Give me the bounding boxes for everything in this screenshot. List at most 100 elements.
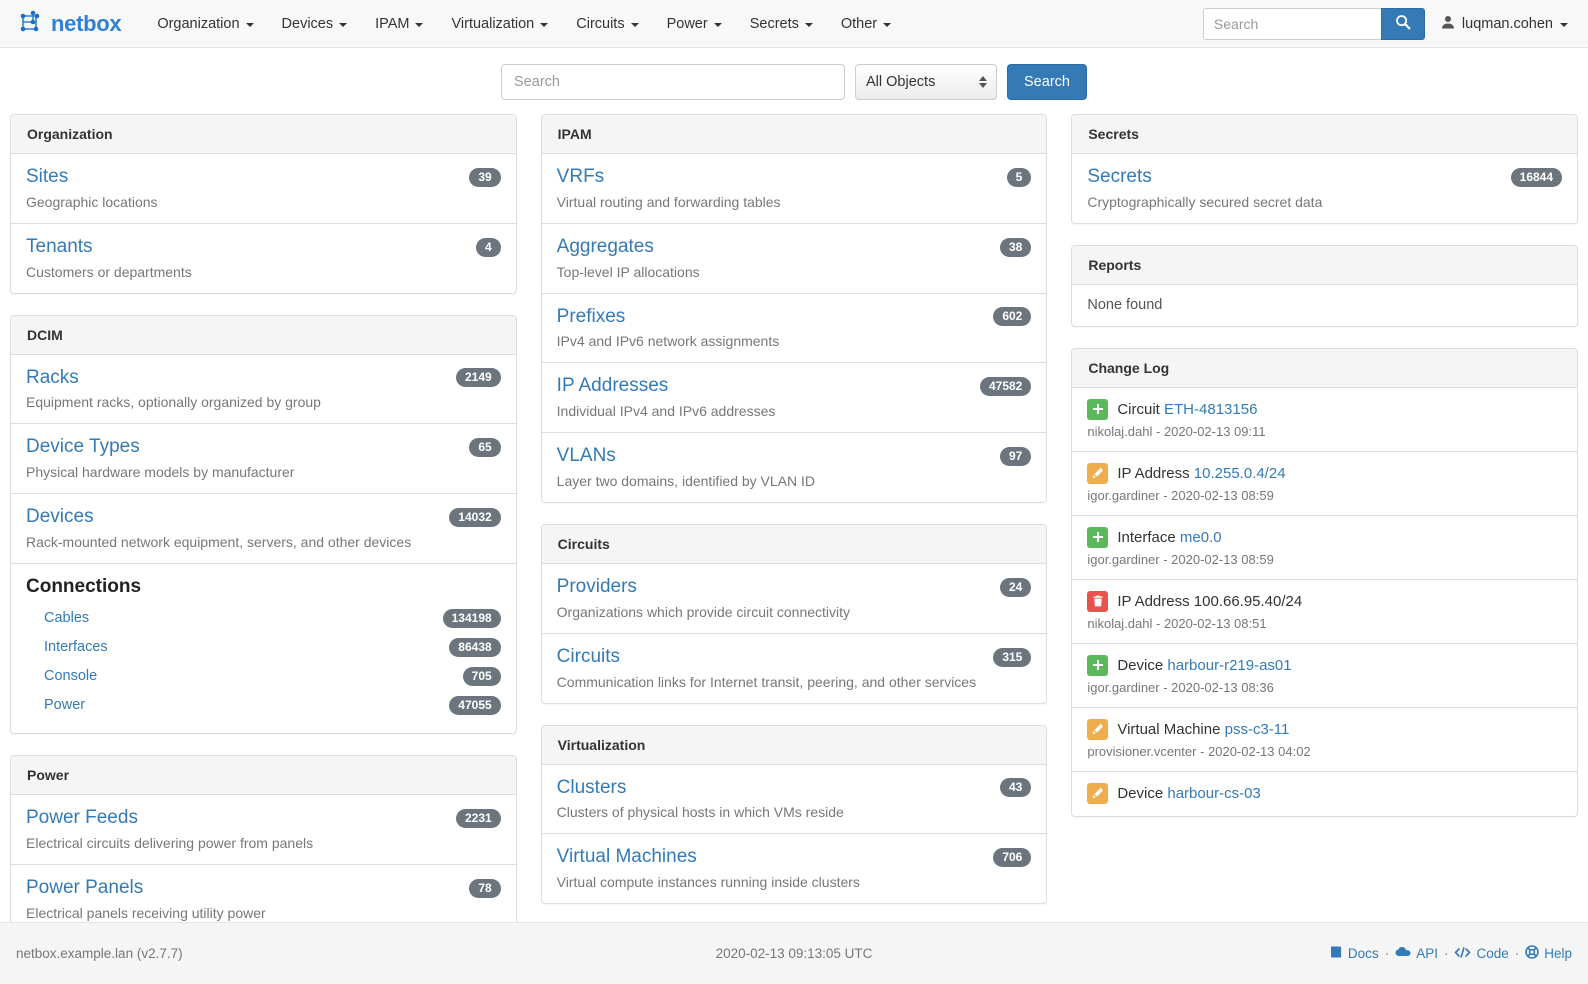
chevron-down-icon (415, 22, 424, 27)
change-log-object-name[interactable]: harbour-cs-03 (1167, 784, 1261, 802)
footer-link-api[interactable]: API (1395, 945, 1438, 962)
link-ip-addresses[interactable]: IP Addresses (556, 375, 669, 397)
change-log-object-name[interactable]: 10.255.0.4/24 (1193, 464, 1286, 482)
nav-item-other[interactable]: Other (827, 0, 905, 48)
list-item-power-panels[interactable]: Power Panels 78 Electrical panels receiv… (11, 865, 516, 934)
list-item-ip-addresses[interactable]: IP Addresses 47582 Individual IPv4 and I… (541, 363, 1047, 434)
object-type-select[interactable]: All Objects (855, 64, 998, 100)
link-power-connections[interactable]: Power (44, 697, 86, 714)
link-clusters[interactable]: Clusters (556, 776, 627, 798)
count-badge: 705 (462, 666, 501, 686)
count-badge: 4 (475, 237, 501, 257)
link-virtual-machines[interactable]: Virtual Machines (556, 846, 697, 868)
panel-virtualization: Virtualization Clusters 43 Clusters of p… (540, 724, 1048, 905)
navbar-search-input[interactable] (1202, 7, 1381, 40)
list-item-secrets[interactable]: Secrets 16844 Cryptographically secured … (1072, 154, 1577, 223)
link-console[interactable]: Console (44, 668, 98, 685)
link-sites[interactable]: Sites (26, 166, 69, 187)
list-item-racks[interactable]: Racks 2149 Equipment racks, optionally o… (11, 355, 516, 425)
list-item-vrfs[interactable]: VRFs 5 Virtual routing and forwarding ta… (541, 154, 1047, 224)
change-log-entry[interactable]: IP Address 100.66.95.40/24 nikolaj.dahl -… (1072, 580, 1578, 644)
list-item-aggregates[interactable]: Aggregates 38 Top-level IP allocations (541, 224, 1047, 294)
change-log-object-name[interactable]: ETH-4813156 (1164, 400, 1258, 418)
link-vrfs[interactable]: VRFs (556, 166, 605, 187)
change-log-object-name[interactable]: me0.0 (1179, 528, 1222, 546)
change-log-entry-line: IP Address 10.255.0.4/24 (1087, 462, 1562, 484)
count-badge: 43 (999, 778, 1032, 798)
list-item-sites[interactable]: Sites 39 Geographic locations (11, 154, 516, 224)
nav-item-ipam[interactable]: IPAM (361, 0, 437, 48)
nav-item-devices[interactable]: Devices (268, 0, 362, 48)
nav-item-circuits[interactable]: Circuits (562, 0, 652, 48)
list-item-virtual-machines[interactable]: Virtual Machines 706 Virtual compute ins… (542, 834, 1047, 903)
delete-icon (1087, 590, 1109, 612)
change-log-object-name[interactable]: pss-c3-11 (1224, 720, 1290, 738)
list-item-providers[interactable]: Providers 24 Organizations which provide… (541, 564, 1047, 634)
change-log-object-name[interactable]: harbour-r219-as01 (1167, 656, 1292, 674)
nav-label: Other (840, 15, 878, 32)
footer: netbox.example.lan (v2.7.7) 2020-02-13 0… (0, 922, 1588, 984)
count-badge: 5 (1006, 167, 1032, 187)
change-log-entry[interactable]: Device harbour-r219-as01 igor.gardiner - … (1072, 644, 1578, 708)
change-log-object: Device harbour-cs-03 (1117, 785, 1260, 802)
list-item-prefixes[interactable]: Prefixes 602 IPv4 and IPv6 network assig… (541, 294, 1047, 364)
panel-organization: Organization Sites 39 Geographic locatio… (10, 114, 517, 294)
change-log-entry[interactable]: Device harbour-cs-03 (1072, 772, 1577, 816)
link-power-feeds[interactable]: Power Feeds (26, 806, 138, 828)
navbar-search-button[interactable] (1380, 7, 1425, 40)
footer-link-label: Code (1476, 946, 1509, 961)
count-badge: 14032 (449, 508, 501, 528)
list-item-tenants[interactable]: Tenants 4 Customers or departments (11, 224, 516, 293)
footer-link-docs[interactable]: Docs (1329, 945, 1379, 962)
list-item-clusters[interactable]: Clusters 43 Clusters of physical hosts i… (541, 765, 1047, 835)
link-racks[interactable]: Racks (26, 366, 79, 388)
list-item-interfaces[interactable]: Interfaces 86438 (26, 633, 501, 662)
link-circuits[interactable]: Circuits (556, 645, 621, 667)
list-item-circuits[interactable]: Circuits 315 Communication links for Int… (542, 634, 1047, 703)
list-item-device-types[interactable]: Device Types 65 Physical hardware models… (11, 424, 516, 495)
create-icon (1087, 526, 1109, 548)
dashboard: Organization Sites 39 Geographic locatio… (0, 114, 1588, 956)
nav-item-power[interactable]: Power (653, 0, 736, 48)
brand-logo[interactable]: netbox (16, 8, 122, 39)
footer-link-help[interactable]: Help (1525, 945, 1572, 962)
search-input[interactable] (501, 64, 846, 100)
item-description: Rack-mounted network equipment, servers,… (26, 533, 412, 550)
user-menu[interactable]: luqman.cohen (1441, 15, 1574, 33)
nav-item-secrets[interactable]: Secrets (736, 0, 827, 48)
change-log-meta: nikolaj.dahl - 2020-02-13 08:51 (1087, 615, 1267, 631)
nav-item-organization[interactable]: Organization (143, 0, 267, 48)
change-log-entry[interactable]: Interface me0.0 igor.gardiner - 2020-02-1… (1072, 516, 1578, 580)
change-log-entry[interactable]: IP Address 10.255.0.4/24 igor.gardiner - … (1072, 452, 1578, 516)
select-arrows-icon (979, 76, 988, 88)
footer-separator: · (1514, 946, 1520, 961)
list-item-power-connections[interactable]: Power 47055 (26, 691, 501, 720)
list-item-power-feeds[interactable]: Power Feeds 2231 Electrical circuits del… (11, 795, 516, 865)
footer-link-label: Docs (1347, 946, 1379, 961)
nav-menu: Organization Devices IPAM Virtualization… (143, 0, 905, 48)
link-power-panels[interactable]: Power Panels (26, 876, 144, 898)
footer-link-code[interactable]: Code (1454, 946, 1509, 962)
list-item-devices[interactable]: Devices 14032 Rack-mounted network equip… (11, 494, 516, 564)
list-item-cables[interactable]: Cables 134198 (26, 604, 501, 633)
nav-item-virtualization[interactable]: Virtualization (437, 0, 562, 48)
link-vlans[interactable]: VLANs (556, 445, 616, 467)
list-item-console[interactable]: Console 705 (26, 662, 501, 691)
chevron-down-icon (540, 22, 549, 27)
column-left: Organization Sites 39 Geographic locatio… (10, 114, 517, 956)
link-cables[interactable]: Cables (44, 610, 90, 627)
link-devices[interactable]: Devices (26, 506, 94, 528)
link-providers[interactable]: Providers (556, 575, 637, 597)
link-aggregates[interactable]: Aggregates (556, 235, 654, 257)
change-log-entry[interactable]: Virtual Machine pss-c3-11 provisioner.vce… (1072, 708, 1578, 772)
link-prefixes[interactable]: Prefixes (556, 305, 626, 327)
list-item-vlans[interactable]: VLANs 97 Layer two domains, identified b… (542, 433, 1047, 502)
change-log-entry[interactable]: Circuit ETH-4813156 nikolaj.dahl - 2020-0… (1072, 388, 1578, 452)
count-badge: 16844 (1510, 167, 1563, 187)
panel-title: Power (11, 755, 516, 795)
link-device-types[interactable]: Device Types (26, 436, 140, 458)
search-button[interactable]: Search (1007, 64, 1087, 100)
link-tenants[interactable]: Tenants (26, 235, 93, 257)
link-interfaces[interactable]: Interfaces (44, 639, 108, 656)
link-secrets[interactable]: Secrets (1087, 166, 1152, 187)
